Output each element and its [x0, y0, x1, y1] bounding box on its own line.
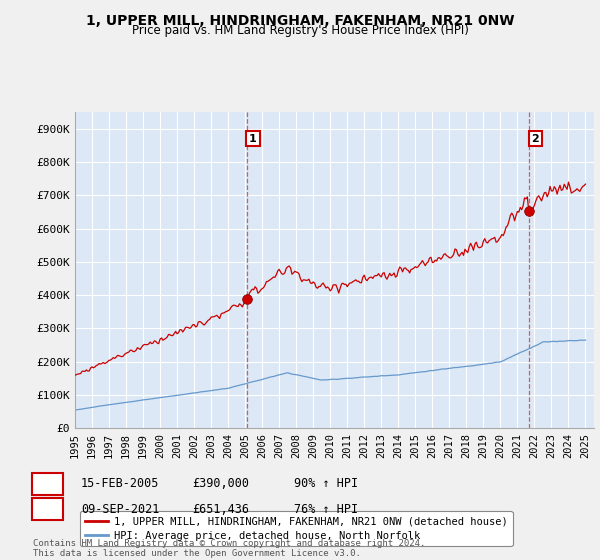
Text: £651,436: £651,436 [192, 502, 249, 516]
Text: 2: 2 [532, 134, 539, 144]
Text: 09-SEP-2021: 09-SEP-2021 [81, 502, 160, 516]
Legend: 1, UPPER MILL, HINDRINGHAM, FAKENHAM, NR21 0NW (detached house), HPI: Average pr: 1, UPPER MILL, HINDRINGHAM, FAKENHAM, NR… [80, 511, 512, 545]
Text: 15-FEB-2005: 15-FEB-2005 [81, 477, 160, 491]
Text: Contains HM Land Registry data © Crown copyright and database right 2024.
This d: Contains HM Land Registry data © Crown c… [33, 539, 425, 558]
Text: 1: 1 [249, 134, 257, 144]
Text: 1, UPPER MILL, HINDRINGHAM, FAKENHAM, NR21 0NW: 1, UPPER MILL, HINDRINGHAM, FAKENHAM, NR… [86, 14, 514, 28]
Text: 90% ↑ HPI: 90% ↑ HPI [294, 477, 358, 491]
Text: 2: 2 [44, 502, 51, 516]
Text: 76% ↑ HPI: 76% ↑ HPI [294, 502, 358, 516]
Text: 1: 1 [44, 477, 51, 491]
Text: £390,000: £390,000 [192, 477, 249, 491]
Text: Price paid vs. HM Land Registry's House Price Index (HPI): Price paid vs. HM Land Registry's House … [131, 24, 469, 37]
